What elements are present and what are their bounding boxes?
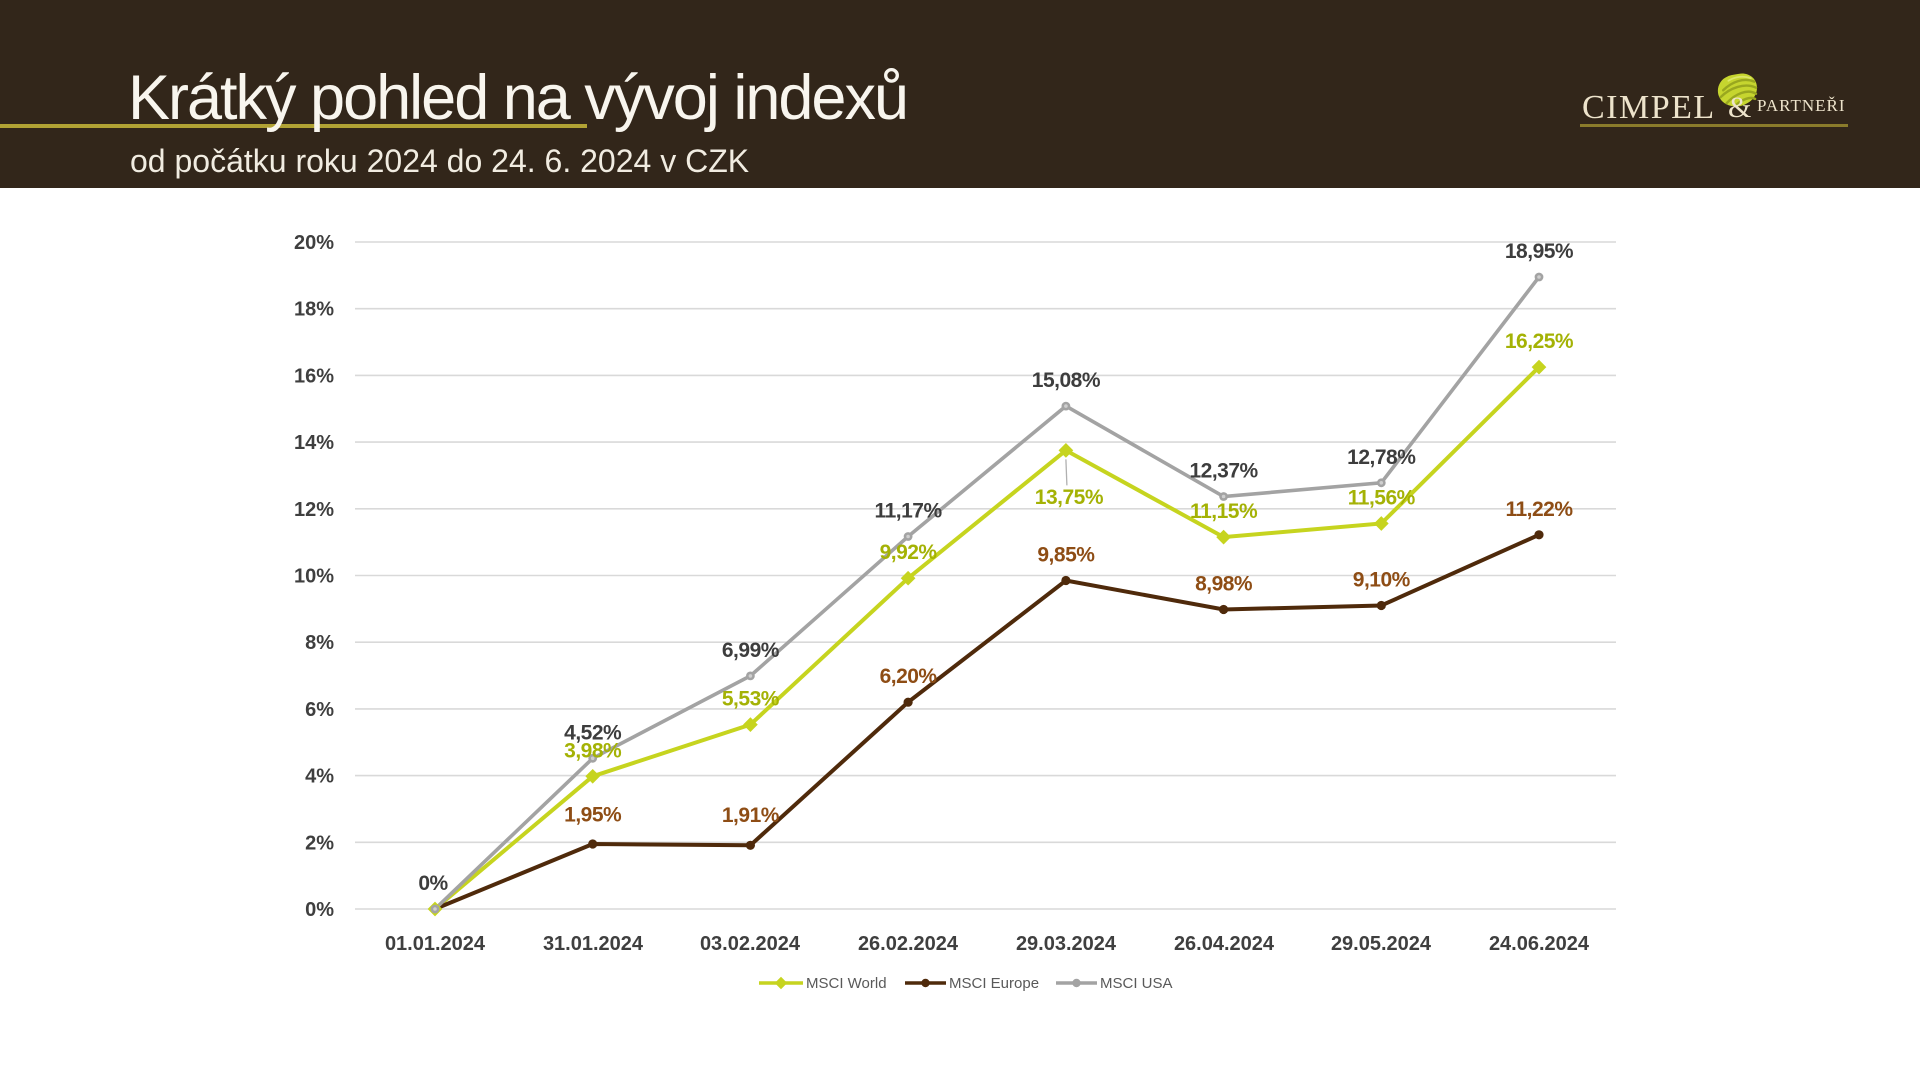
svg-text:8,98%: 8,98%	[1195, 573, 1253, 596]
svg-text:26.02.2024: 26.02.2024	[858, 933, 959, 955]
svg-text:29.03.2024: 29.03.2024	[1016, 933, 1117, 955]
svg-text:9,10%: 9,10%	[1353, 569, 1411, 592]
svg-text:01.01.2024: 01.01.2024	[385, 933, 486, 955]
svg-text:0%: 0%	[305, 899, 334, 921]
svg-text:9,85%: 9,85%	[1037, 544, 1095, 567]
svg-text:4,52%: 4,52%	[564, 721, 622, 744]
svg-text:12%: 12%	[294, 499, 334, 521]
svg-text:03.02.2024: 03.02.2024	[700, 933, 801, 955]
svg-text:4%: 4%	[305, 766, 334, 788]
svg-text:1,95%: 1,95%	[564, 804, 622, 827]
svg-text:MSCI World: MSCI World	[806, 975, 887, 992]
svg-text:24.06.2024: 24.06.2024	[1489, 933, 1590, 955]
svg-text:11,17%: 11,17%	[875, 500, 943, 523]
svg-text:5,53%: 5,53%	[722, 688, 780, 711]
svg-text:6%: 6%	[305, 699, 334, 721]
svg-text:26.04.2024: 26.04.2024	[1174, 933, 1275, 955]
svg-text:11,15%: 11,15%	[1190, 500, 1258, 523]
svg-text:6,99%: 6,99%	[722, 639, 780, 662]
svg-text:11,56%: 11,56%	[1348, 487, 1416, 510]
svg-text:9,92%: 9,92%	[880, 541, 938, 564]
svg-text:12,37%: 12,37%	[1189, 460, 1258, 483]
svg-text:MSCI Europe: MSCI Europe	[949, 975, 1039, 992]
svg-text:18%: 18%	[294, 299, 334, 321]
svg-text:MSCI USA: MSCI USA	[1100, 975, 1173, 992]
svg-text:18,95%: 18,95%	[1505, 240, 1574, 263]
svg-text:16,25%: 16,25%	[1505, 330, 1574, 353]
svg-text:2%: 2%	[305, 832, 334, 854]
svg-text:12,78%: 12,78%	[1347, 446, 1416, 469]
svg-text:11,22%: 11,22%	[1505, 498, 1573, 521]
svg-text:8%: 8%	[305, 632, 334, 654]
svg-text:1,91%: 1,91%	[722, 804, 780, 827]
svg-text:10%: 10%	[294, 566, 334, 588]
svg-text:0%: 0%	[418, 872, 448, 895]
svg-text:20%: 20%	[294, 232, 334, 254]
svg-text:14%: 14%	[294, 432, 334, 454]
svg-text:3,98%: 3,98%	[564, 739, 622, 762]
svg-text:15,08%: 15,08%	[1032, 369, 1101, 392]
svg-text:13,75%: 13,75%	[1035, 486, 1104, 509]
svg-text:16%: 16%	[294, 365, 334, 387]
svg-text:29.05.2024: 29.05.2024	[1331, 933, 1432, 955]
svg-text:31.01.2024: 31.01.2024	[543, 933, 644, 955]
svg-text:6,20%: 6,20%	[880, 665, 938, 688]
